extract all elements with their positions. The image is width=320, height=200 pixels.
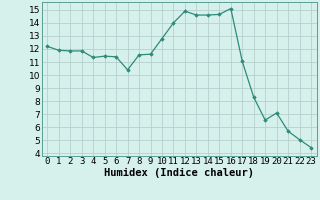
X-axis label: Humidex (Indice chaleur): Humidex (Indice chaleur) (104, 168, 254, 178)
